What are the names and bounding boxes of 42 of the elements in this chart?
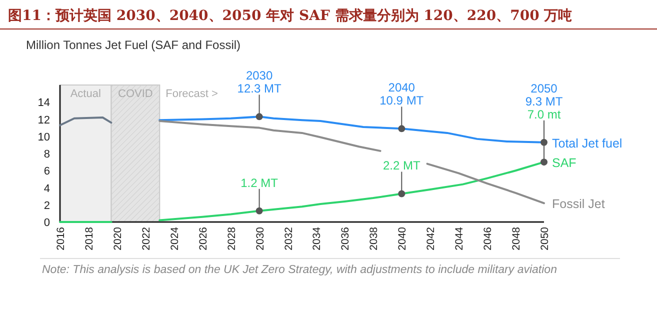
- y-tick-label: 0: [44, 217, 50, 229]
- y-tick-label: 2: [44, 200, 50, 212]
- x-tick-label: 2020: [112, 226, 124, 250]
- x-tick-label: 2042: [425, 226, 438, 250]
- band-label: Actual: [70, 88, 101, 100]
- series-label: Fossil Jet: [552, 197, 606, 212]
- annotation: 1.2 MT: [240, 176, 279, 190]
- x-tick-label: 2048: [510, 226, 523, 250]
- series-label: SAF: [552, 156, 577, 170]
- annotation: 2.2 MT: [382, 158, 421, 173]
- annotation: 2050 9.3 MT: [525, 81, 564, 108]
- chart-title: 图11：预计英国 2030、2040、2050 年对 SAF 需求量分别为 120、220、700 万吨: [8, 8, 572, 24]
- y-tick-label: 6: [44, 166, 50, 178]
- y-tick-label: 8: [44, 148, 50, 160]
- line-series: [59, 116, 112, 126]
- x-tick-label: 2038: [368, 226, 380, 250]
- x-tick-label: 2030: [254, 226, 266, 250]
- annotation: 7.0 mt: [527, 107, 562, 122]
- x-tick-label: 2028: [226, 226, 238, 250]
- annotation: Forecast >: [166, 88, 218, 100]
- y-tick-label: 4: [44, 182, 50, 195]
- x-tick-label: 2040: [396, 226, 409, 250]
- x-tick-label: 2044: [454, 226, 466, 250]
- x-tick-label: 2024: [168, 226, 181, 250]
- annotation: 2030 12.3 MT: [237, 68, 282, 96]
- x-tick-label: 2046: [482, 226, 494, 250]
- y-tick-label: 12: [38, 114, 50, 126]
- x-tick-label: 2036: [340, 226, 352, 250]
- text: Note: This analysis is based on the UK Jet Zero Strategy, with adjustments to include military aviation: [40, 258, 620, 282]
- x-tick-label: 2050: [539, 226, 551, 250]
- x-tick-label: 2034: [311, 226, 324, 250]
- chart-subtitle: Million Tonnes Jet Fuel (SAF and Fossil): [26, 38, 241, 52]
- series-label: Total Jet fuel: [552, 136, 622, 150]
- x-tick-label: 2018: [83, 226, 96, 250]
- y-tick-label: 14: [38, 97, 50, 110]
- x-tick-label: 2016: [55, 226, 67, 250]
- annotation: 2040 10.9 MT: [380, 80, 424, 108]
- band-label: COVID: [118, 88, 153, 100]
- x-tick-label: 2032: [282, 226, 295, 250]
- x-tick-label: 2026: [197, 226, 210, 250]
- x-tick-label: 2022: [140, 226, 152, 250]
- y-tick-label: 10: [38, 131, 50, 144]
